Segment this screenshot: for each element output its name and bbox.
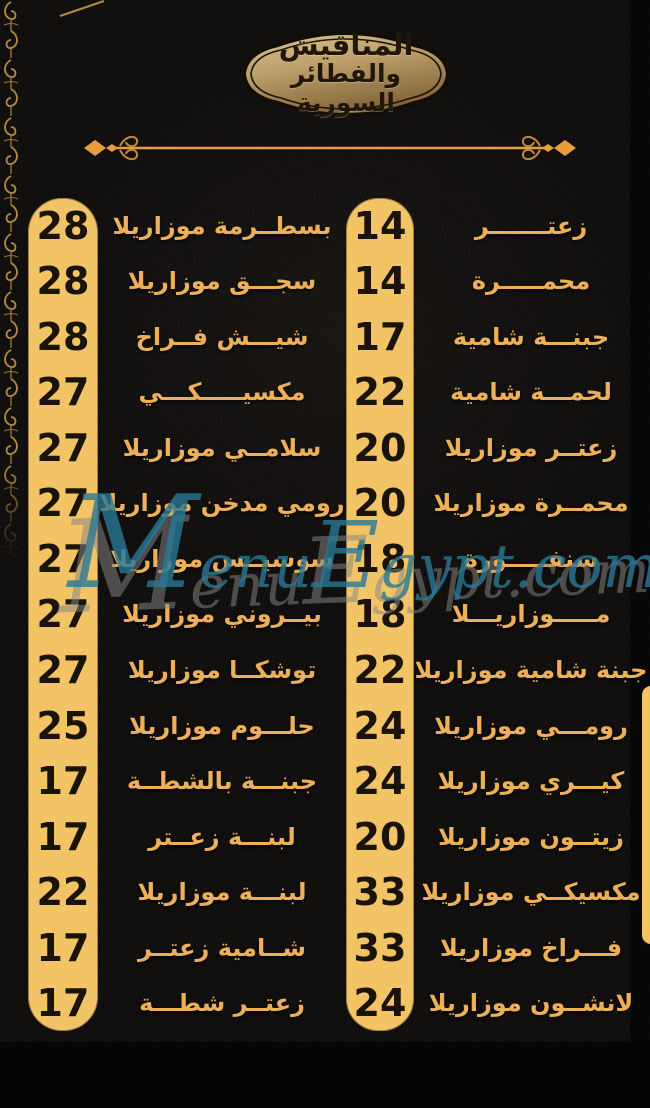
menu-item-price: 22 (353, 648, 407, 693)
menu-item-price: 27 (36, 425, 90, 470)
menu-item-name: لحمـــة شامية (450, 378, 612, 407)
menu-item-name: شيـــش فــراخ (135, 322, 309, 351)
menu-item-price: 33 (353, 925, 407, 970)
filigree-border-icon (0, 0, 22, 560)
menu-item-price: 25 (36, 703, 90, 748)
menu-item-price: 27 (36, 648, 90, 693)
menu-item-name: رومي مدخن موزاريلا (99, 489, 345, 518)
menu-item-price: 17 (36, 925, 90, 970)
bottom-margin-band (0, 1042, 650, 1108)
menu-item-name: بسطــرمة موزاريلا (112, 211, 332, 240)
menu-item-price: 28 (36, 203, 90, 248)
menu-item-price: 17 (36, 981, 90, 1026)
menu-item-price: 22 (36, 870, 90, 915)
menu-item-name: سلامــي موزاريلا (122, 433, 322, 462)
menu-item-name: لبنـــة موزاريلا (137, 878, 307, 907)
price-pill-left-column: 28 28 28 27 27 27 27 27 27 25 17 17 22 1… (28, 198, 98, 1031)
menu-item-price: 27 (36, 481, 90, 526)
menu-item-name: زعتـــــــر (474, 211, 588, 240)
menu-item-name: لانشــون موزاريلا (428, 989, 634, 1018)
corner-accent-line-icon (58, 0, 106, 18)
menu-item-name: جبنـــة بالشطــة (126, 767, 318, 796)
item-list-right-column: زعتـــــــر محمـــــرة جبنـــة شامية لحم… (414, 198, 648, 1031)
menu-item-price: 20 (353, 481, 407, 526)
menu-item-price: 27 (36, 370, 90, 415)
menu-item-name: سنفـــــورة (463, 544, 599, 573)
menu-item-name: محمــرة موزاريلا (433, 489, 629, 518)
page-title: المناقيش والفطائر السورية (240, 26, 452, 122)
menu-item-name: جبنة شامية موزاريلا (414, 656, 648, 685)
menu-item-name: رومـــي موزاريلا (434, 711, 628, 740)
cropped-price-pill-edge (642, 686, 650, 944)
menu-item-price: 22 (353, 370, 407, 415)
menu-item-name: مـــــوزاريـــلا (451, 600, 611, 629)
menu-item-price: 18 (353, 592, 407, 637)
menu-item-name: شــامية زعتــر (138, 933, 306, 962)
menu-item-price: 33 (353, 870, 407, 915)
menu-item-price: 24 (353, 703, 407, 748)
menu-item-price: 28 (36, 259, 90, 304)
menu-item-price: 20 (353, 814, 407, 859)
menu-item-name: لبنـــة زعــتر (148, 822, 296, 851)
title-badge-icon (240, 26, 452, 122)
menu-item-price: 17 (353, 314, 407, 359)
menu-item-price: 24 (353, 981, 407, 1026)
menu-item-price: 14 (353, 259, 407, 304)
menu-item-price: 28 (36, 314, 90, 359)
menu-item-name: مكسيـــــكـــي (138, 378, 306, 407)
item-list-left-column: بسطــرمة موزاريلا سجـــق موزاريلا شيـــش… (98, 198, 346, 1031)
menu-item-name: مكسيكــي موزاريلا (421, 878, 641, 907)
menu-item-name: زعتــر شطـــة (139, 989, 305, 1018)
menu-item-price: 18 (353, 536, 407, 581)
menu-item-name: سوسيــس موزاريلا (110, 544, 334, 573)
menu-item-price: 20 (353, 425, 407, 470)
menu-item-name: سجـــق موزاريلا (127, 267, 317, 296)
menu-item-name: فـــراخ موزاريلا (439, 933, 623, 962)
menu-item-price: 24 (353, 759, 407, 804)
title-line-1: المناقيش (278, 28, 414, 63)
menu-item-name: محمـــــرة (471, 267, 591, 296)
menu-item-name: زعتــر موزاريلا (444, 433, 618, 462)
title-line-2: والفطائر السورية (290, 59, 402, 118)
menu-item-price: 27 (36, 592, 90, 637)
price-pill-right-column: 14 14 17 22 20 20 18 18 22 24 24 20 33 3… (346, 198, 414, 1031)
menu-item-price: 14 (353, 203, 407, 248)
menu-item-name: زيتــون موزاريلا (438, 822, 624, 851)
ornamental-divider-icon (82, 130, 578, 166)
menu-item-price: 17 (36, 759, 90, 804)
menu-item-name: حلـــوم موزاريلا (129, 711, 315, 740)
menu-item-price: 27 (36, 536, 90, 581)
menu-item-name: توشكــا موزاريلا (127, 656, 317, 685)
menu-item-price: 17 (36, 814, 90, 859)
menu-item-name: جبنـــة شامية (452, 322, 610, 351)
menu-item-name: بيــروني موزاريلا (122, 600, 322, 629)
menu-item-name: كيـــري موزاريلا (437, 767, 625, 796)
